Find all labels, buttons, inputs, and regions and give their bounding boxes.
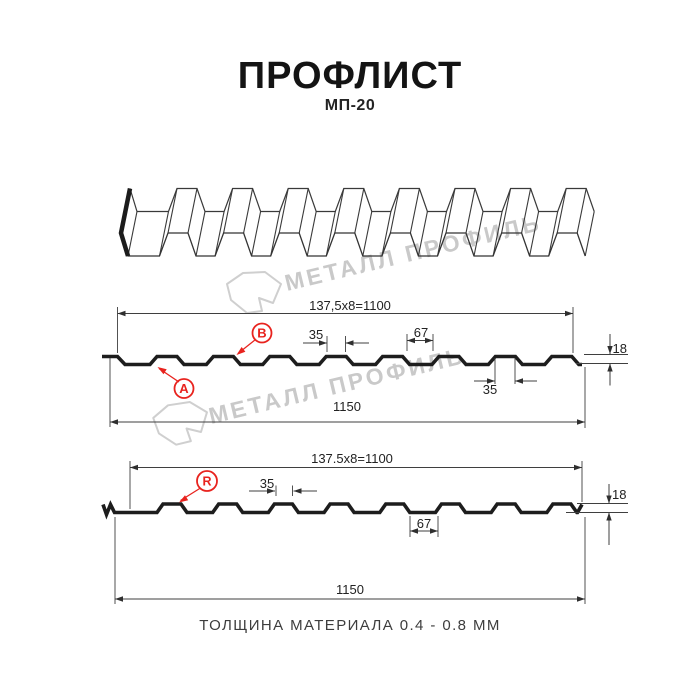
profile-model-subtitle: МП-20: [324, 97, 376, 114]
dim-overall-width: 1150: [336, 582, 364, 597]
cross-section-bottom: 137.5x8=1100 1150 35 67 18 R: [101, 451, 628, 604]
dimension-lines: [109, 307, 628, 428]
callout-b-circle: [251, 322, 273, 344]
watermark-2: МЕТАЛЛ ПРОФИЛЬ: [152, 342, 468, 446]
callout-a-circle: [173, 378, 195, 399]
dim-pitch-total: 137,5x8=1100: [309, 298, 391, 313]
callout-b-letter: B: [257, 326, 266, 341]
material-thickness-note: ТОЛЩИНА МАТЕРИАЛА 0.4 - 0.8 ММ: [199, 617, 501, 634]
cross-section-top: 137,5x8=1100 1150 35 67 18 35 A B: [102, 298, 628, 428]
callout-r: R: [179, 470, 218, 503]
callout-a-letter: A: [179, 381, 189, 396]
callout-a: A: [157, 367, 195, 399]
dim-overall-width: 1150: [333, 399, 361, 414]
profile-outline: [102, 354, 582, 367]
profile-outline: [101, 500, 584, 520]
callout-r-circle: [196, 470, 218, 492]
page-title: ПРОФЛИСТ: [237, 55, 463, 97]
callout-b: B: [236, 322, 273, 355]
brand-logo-icon: [226, 271, 282, 314]
brand-logo-icon: [152, 401, 208, 446]
dim-crest-width: 35: [260, 476, 274, 491]
dim-crest-width: 35: [309, 327, 323, 342]
callout-r-letter: R: [202, 475, 211, 489]
dim-valley-width: 67: [417, 516, 431, 531]
dim-height: 18: [613, 341, 627, 356]
dim-valley-width: 67: [414, 325, 428, 340]
dim-height: 18: [612, 487, 626, 502]
corrugated-sheet-3d-view: [118, 187, 595, 257]
dimension-lines: [114, 461, 628, 604]
dim-crest-width-bottom: 35: [483, 382, 497, 397]
dim-pitch-total: 137.5x8=1100: [311, 451, 393, 466]
